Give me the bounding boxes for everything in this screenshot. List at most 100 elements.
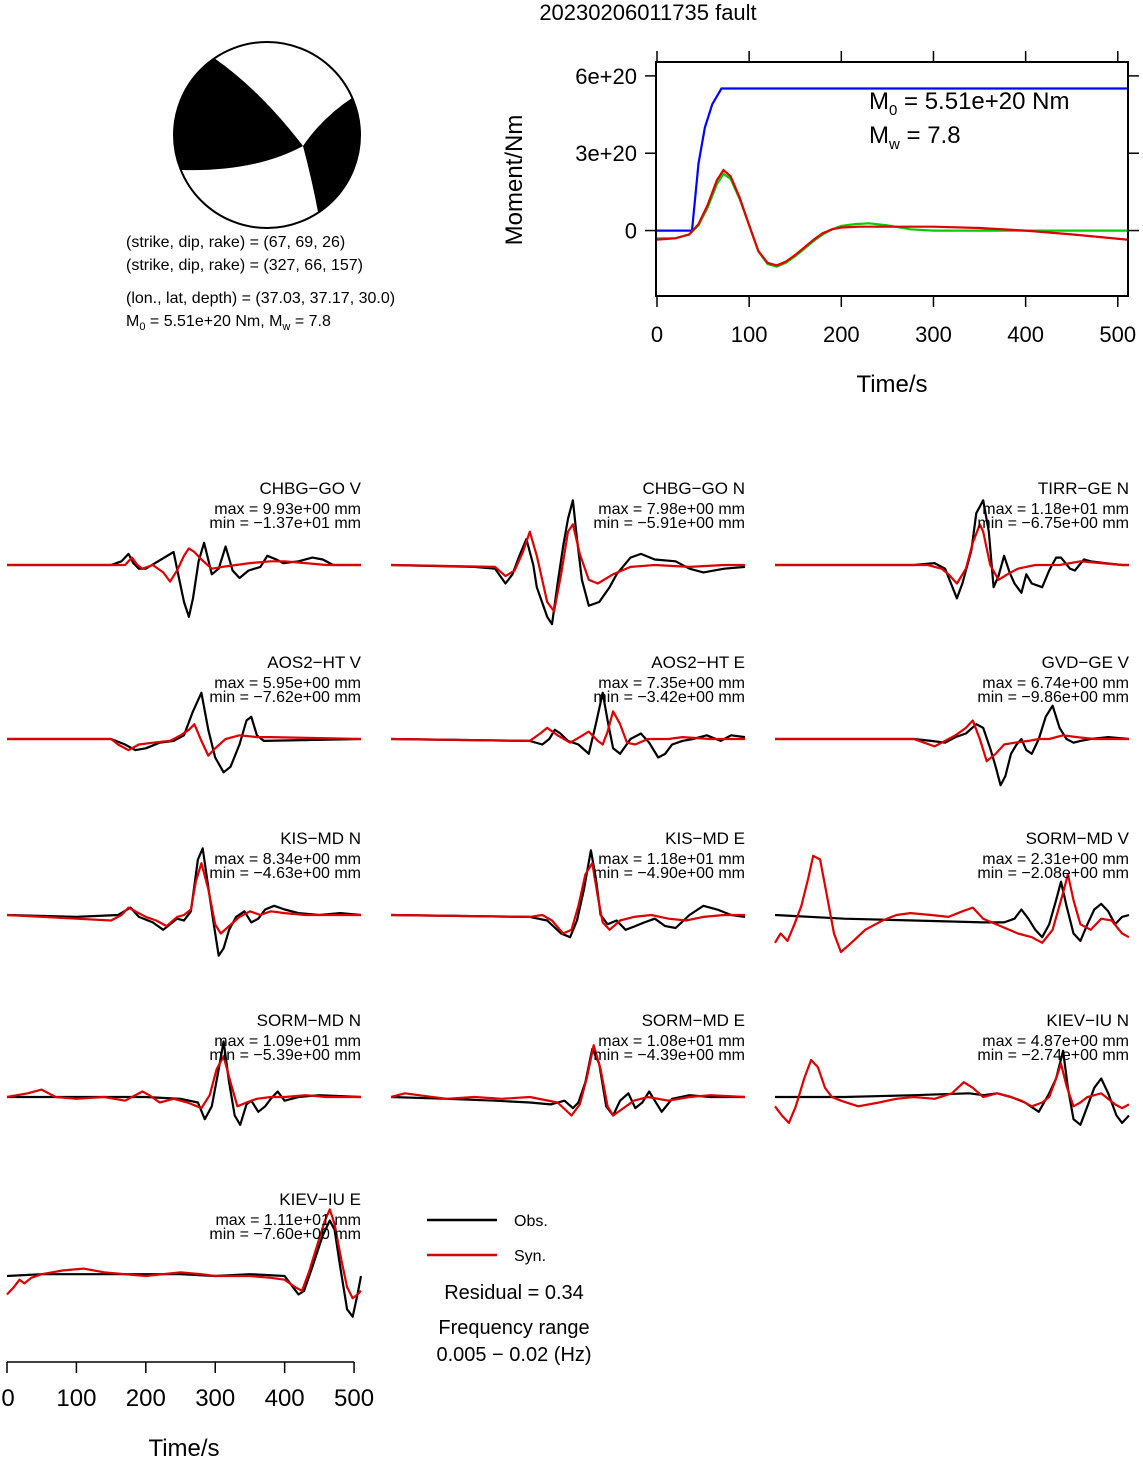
synthetic-trace: [390, 710, 745, 746]
time-xtick-label-4: 400: [265, 1385, 305, 1412]
moment-xtick-label-2: 200: [823, 322, 860, 347]
mw-subscript: w: [281, 321, 290, 333]
synthetic-trace: [6, 1055, 361, 1110]
beachball-icon: [173, 41, 361, 229]
station-name: CHBG−GO N: [643, 479, 746, 498]
time-xtick-label-3: 300: [195, 1385, 235, 1412]
observed-trace: [774, 880, 1130, 943]
station-name: KIEV−IU E: [279, 1190, 361, 1209]
station-max-amplitude: max = 9.93e+00 mm: [214, 501, 361, 518]
station-min-amplitude: min = −7.62e+00 mm: [209, 689, 361, 706]
observed-trace: [390, 849, 746, 939]
synthetic-trace: [390, 523, 745, 613]
station-min-amplitude: min = −6.75e+00 mm: [977, 515, 1129, 532]
synthetic-trace: [6, 1208, 362, 1300]
station-name: SORM−MD N: [257, 1011, 361, 1030]
moment-plot-frame: [655, 61, 1129, 297]
station-min-amplitude: min = −4.90e+00 mm: [593, 865, 745, 882]
mw-value: = 7.8: [290, 313, 331, 330]
waveform-time-axis: 0 100 200 300 400 500: [1, 1361, 374, 1412]
moment-xtick-label-4: 400: [1007, 322, 1044, 347]
moment-xtick-label-5: 500: [1099, 322, 1136, 347]
station-name: TIRR−GE N: [1038, 479, 1129, 498]
station-min-amplitude: min = −5.91e+00 mm: [593, 515, 745, 532]
station-max-amplitude: max = 1.11e+01 mm: [215, 1212, 361, 1229]
moment-x-axis-label: Time/s: [856, 371, 927, 398]
time-xtick-label-0: 0: [1, 1385, 14, 1412]
frequency-range-value: 0.005 − 0.02 (Hz): [436, 1344, 591, 1366]
synthetic-trace: [390, 1044, 746, 1117]
station-name: KIS−MD N: [280, 829, 361, 848]
synthetic-trace: [774, 1058, 1130, 1125]
observed-trace: [775, 499, 1129, 600]
station-name: GVD−GE V: [1042, 653, 1130, 672]
observed-trace: [390, 691, 746, 759]
station-name: AOS2−HT E: [651, 653, 745, 672]
observed-trace: [6, 847, 362, 957]
station-min-amplitude: min = −9.86e+00 mm: [977, 689, 1129, 706]
time-xtick-label-1: 100: [56, 1385, 96, 1412]
waveform-legend: Obs. Syn. Residual = 0.34 Frequency rang…: [427, 1213, 592, 1366]
m0-symbol: M: [126, 313, 139, 330]
station-max-amplitude: max = 2.31e+00 mm: [982, 851, 1129, 868]
observed-trace: [775, 704, 1130, 787]
moment-series-line-1: [657, 172, 1127, 268]
moment-ytick-label-0: 0: [625, 219, 637, 244]
station-min-amplitude: min = −3.42e+00 mm: [593, 689, 745, 706]
station-min-amplitude: min = −2.74e+00 mm: [977, 1047, 1129, 1064]
residual-label: Residual = 0.34: [444, 1282, 584, 1304]
moment-ytick-label-2: 6e+20: [575, 64, 637, 89]
synthetic-trace: [7, 723, 362, 757]
station-min-amplitude: min = −4.39e+00 mm: [593, 1047, 745, 1064]
moment-annotation: M0 = 5.51e+20 Nm Mw = 7.8: [869, 88, 1069, 153]
time-xtick-label-2: 200: [126, 1385, 166, 1412]
observed-trace: [390, 499, 746, 626]
mw-annotation: Mw = 7.8: [869, 122, 961, 153]
station-min-amplitude: min = −5.39e+00 mm: [209, 1047, 361, 1064]
legend-syn-label: Syn.: [514, 1248, 546, 1265]
synthetic-trace: [6, 862, 361, 935]
nodal-plane-1: (strike, dip, rake) = (67, 69, 26): [126, 234, 345, 251]
synthetic-trace: [774, 854, 1130, 954]
station-name: KIS−MD E: [665, 829, 745, 848]
moment-rate-chart: 0 3e+20 6e+20 0 100 200 300 400 500 Moment/Nm T…: [501, 51, 1139, 398]
station-max-amplitude: max = 1.18e+01 mm: [598, 851, 745, 868]
station-max-amplitude: max = 5.95e+00 mm: [214, 675, 361, 692]
moment-xtick-label-1: 100: [731, 322, 768, 347]
station-max-amplitude: max = 8.34e+00 mm: [214, 851, 361, 868]
station-min-amplitude: min = −2.08e+00 mm: [977, 865, 1129, 882]
station-max-amplitude: max = 7.35e+00 mm: [598, 675, 745, 692]
m0-value: = 5.51e+20 Nm, M: [145, 313, 282, 330]
moment-y-axis-label: Moment/Nm: [501, 115, 528, 246]
m0-subscript: 0: [139, 321, 145, 333]
m0-annotation: M0 = 5.51e+20 Nm: [869, 88, 1069, 119]
moment-magnitude-line: M0 = 5.51e+20 Nm, Mw = 7.8: [126, 313, 331, 333]
moment-series-line-2: [656, 168, 1128, 267]
synthetic-trace: [390, 862, 745, 935]
page-title: 20230206011735 fault: [539, 0, 756, 25]
station-name: SORM−MD V: [1026, 829, 1130, 848]
mechanism-info: (strike, dip, rake) = (67, 69, 26) (stri…: [126, 234, 395, 333]
observed-trace: [7, 691, 362, 774]
time-xtick-label-5: 500: [334, 1385, 374, 1412]
waveform-x-axis-label: Time/s: [148, 1435, 219, 1458]
nodal-plane-2: (strike, dip, rake) = (327, 66, 157): [126, 257, 363, 274]
frequency-range-title: Frequency range: [438, 1317, 589, 1339]
station-max-amplitude: max = 6.74e+00 mm: [982, 675, 1129, 692]
station-name: SORM−MD E: [642, 1011, 745, 1030]
synthetic-trace: [775, 523, 1129, 585]
station-name: KIEV−IU N: [1046, 1011, 1129, 1030]
moment-xtick-label-3: 300: [915, 322, 952, 347]
